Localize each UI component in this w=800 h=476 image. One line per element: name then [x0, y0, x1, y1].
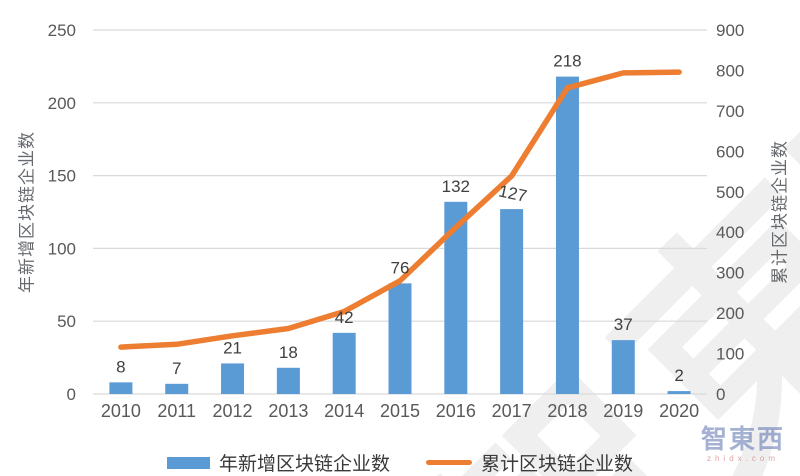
bar-2010	[109, 382, 133, 394]
bar-value-label-2020: 2	[674, 366, 683, 385]
legend-item-cumulative: 累计区块链企业数	[426, 449, 633, 476]
watermark-url-text: zhidx.com	[706, 454, 779, 463]
bar-value-label-2015: 76	[391, 258, 410, 277]
x-axis-label: 2010	[101, 401, 141, 421]
right-axis-tick-label: 300	[716, 264, 744, 283]
bar-swatch-icon	[166, 456, 210, 469]
left-axis-tick-label: 200	[48, 94, 76, 113]
x-axis-label: 2012	[213, 401, 253, 421]
bar-2018	[555, 76, 579, 394]
left-axis-tick-label: 150	[48, 167, 76, 186]
left-axis-tick-label: 100	[48, 239, 76, 258]
x-axis-label: 2018	[547, 401, 587, 421]
bar-value-label-2014: 42	[335, 308, 354, 327]
left-axis-title: 年新增区块链企业数	[17, 131, 37, 293]
x-axis-label: 2015	[380, 401, 420, 421]
x-axis-label: 2020	[659, 401, 699, 421]
legend-item-new-companies: 年新增区块链企业数	[166, 449, 390, 476]
bar-2015	[388, 283, 412, 394]
watermark-logo-small: 智東西 zhidx.com	[684, 426, 800, 463]
bar-2020	[667, 391, 691, 394]
bar-value-label-2018: 218	[553, 52, 581, 71]
left-axis-tick-label: 250	[48, 21, 76, 40]
bar-2012	[221, 363, 245, 394]
legend-label-new-companies: 年新增区块链企业数	[218, 454, 390, 475]
right-axis-title: 累计区块链企业数	[770, 140, 790, 284]
bar-2019	[611, 340, 635, 394]
right-axis-tick-label: 100	[716, 345, 744, 364]
right-axis-tick-label: 0	[716, 385, 725, 404]
bar-value-label-2010: 8	[116, 357, 125, 376]
left-axis-tick-label: 0	[67, 385, 76, 404]
x-axis-label: 2014	[324, 401, 364, 421]
cumulative-line	[118, 69, 682, 350]
bar-value-label-2016: 132	[442, 177, 470, 196]
bar-2013	[276, 367, 300, 394]
left-axis-tick-label: 50	[57, 312, 76, 331]
bar-2017	[500, 209, 524, 394]
watermark-logo-text: 智東西	[700, 424, 785, 454]
bar-value-label-2012: 21	[223, 338, 242, 357]
x-axis-label: 2011	[157, 401, 196, 421]
bar-value-label-2017: 127	[497, 181, 529, 205]
right-axis-tick-label: 200	[716, 304, 744, 323]
x-axis-label: 2013	[268, 401, 308, 421]
x-axis-label: 2019	[603, 401, 643, 421]
line-swatch-icon	[426, 460, 472, 465]
bar-2016	[444, 201, 468, 394]
right-axis-tick-label: 400	[716, 223, 744, 242]
right-axis-tick-label: 600	[716, 142, 744, 161]
legend: 年新增区块链企业数 累计区块链企业数	[0, 449, 800, 476]
legend-label-cumulative: 累计区块链企业数	[481, 454, 634, 475]
bar-value-label-2019: 37	[614, 315, 633, 334]
x-axis-label: 2017	[492, 401, 532, 421]
right-axis-tick-label: 700	[716, 102, 744, 121]
bar-2011	[165, 383, 189, 394]
x-axis-label: 2016	[436, 401, 476, 421]
right-axis-tick-label: 800	[716, 61, 744, 80]
right-axis-tick-label: 900	[716, 21, 744, 40]
bar-value-label-2013: 18	[279, 343, 298, 362]
bar-value-label-2011: 7	[172, 359, 181, 378]
right-axis-tick-label: 500	[716, 183, 744, 202]
bar-2014	[332, 332, 356, 394]
